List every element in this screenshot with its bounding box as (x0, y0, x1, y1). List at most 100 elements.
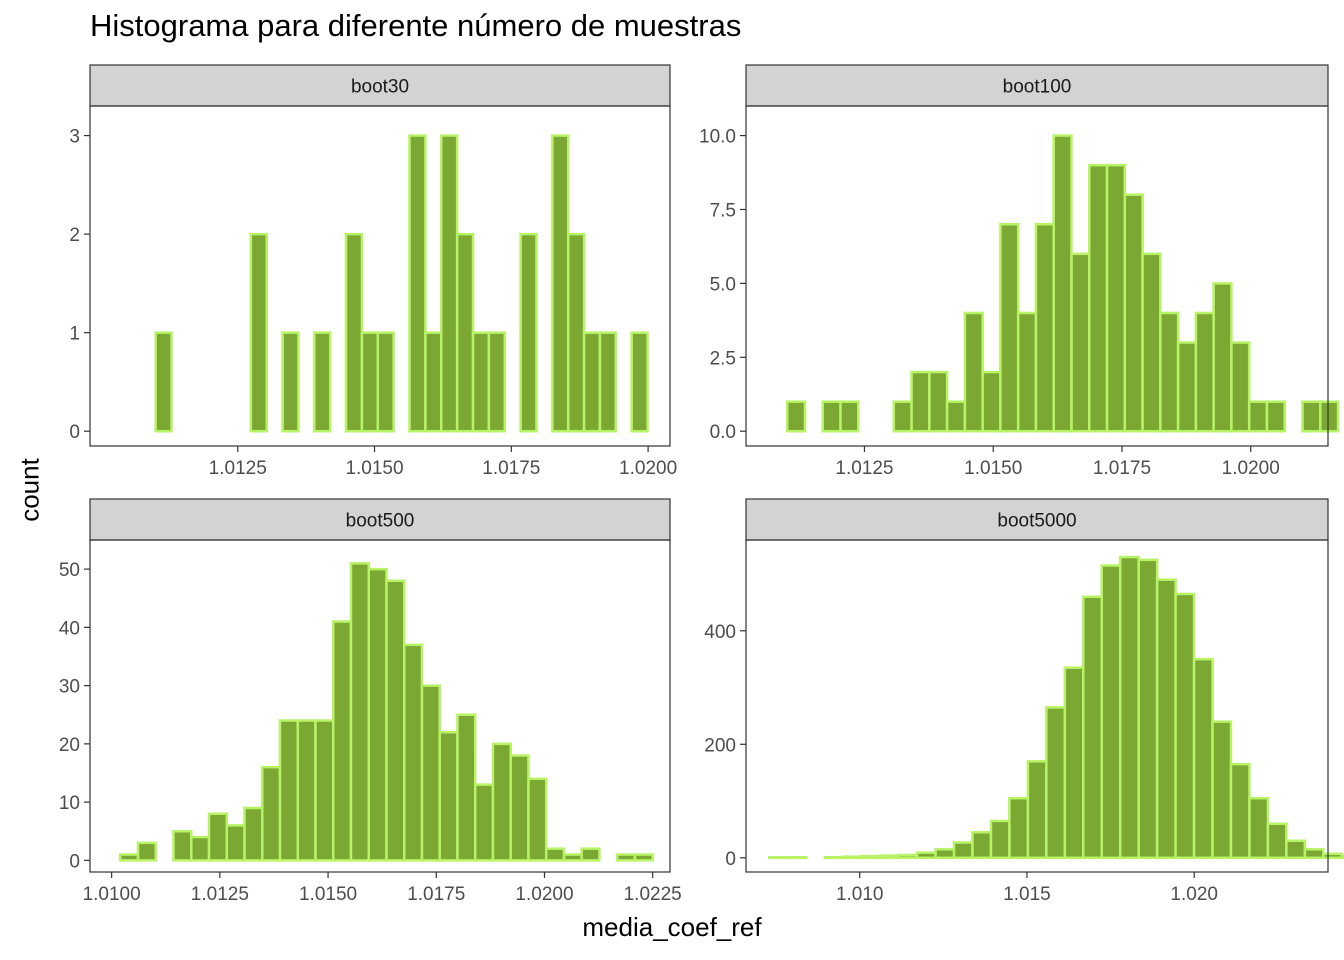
histogram-bar (1052, 134, 1073, 433)
histogram-bar (1118, 555, 1140, 860)
x-tick-label: 1.0200 (515, 884, 573, 905)
x-tick-label: 1.0100 (83, 884, 141, 905)
histogram-bar (1248, 796, 1270, 860)
x-tick-label: 1.0200 (619, 458, 677, 479)
histogram-bar (119, 853, 140, 862)
histogram-bar (1265, 400, 1286, 433)
strip-boot100 (745, 64, 1329, 107)
histogram-bar (376, 331, 395, 433)
histogram-bar (562, 853, 583, 862)
histogram-bar (1303, 848, 1325, 860)
panel-boot30: boot30 0 1 2 3 1.0125 1.0150 1.0175 1.0200 (69, 64, 677, 479)
histogram-bar (999, 223, 1020, 433)
histogram-bar (455, 232, 475, 433)
x-tick-label: 1.010 (836, 884, 884, 905)
y-tick-label: 0 (69, 851, 80, 872)
histogram-bar (281, 331, 300, 433)
histogram-bar (566, 232, 586, 433)
y-tick-label: 0 (69, 422, 80, 443)
y-tick-label: 0 (725, 849, 736, 870)
histogram-bar (952, 841, 974, 860)
panel-border (745, 539, 1329, 873)
histogram-bar (842, 855, 863, 860)
histogram-bar (367, 567, 388, 862)
chart-title: Histograma para diferente número de mues… (90, 8, 742, 43)
y-tick-label: 10 (59, 793, 80, 814)
histogram-bar (296, 719, 317, 862)
histogram-bar (424, 331, 443, 433)
histogram-bar (768, 855, 790, 860)
histogram-bar (243, 806, 264, 862)
histogram-bar (945, 400, 967, 433)
histogram-bar (544, 847, 566, 862)
histogram-bar (440, 134, 459, 433)
histogram-bar (207, 812, 229, 862)
panel-border (89, 105, 671, 447)
histogram-bar (1082, 595, 1104, 860)
histogram-bar (897, 853, 919, 860)
histogram-bar (981, 370, 1002, 433)
histogram-bar (1192, 657, 1214, 860)
strip-label-boot5000: boot5000 (997, 511, 1076, 532)
histogram-bar (821, 400, 842, 433)
histogram-bar (1137, 558, 1159, 860)
x-tick-label: 1.015 (1003, 884, 1051, 905)
histogram-bar (630, 331, 649, 433)
histogram-bar (154, 331, 173, 433)
histogram-bar (385, 579, 406, 862)
histogram-bar (278, 719, 300, 862)
x-tick-label: 1.0150 (299, 884, 357, 905)
histogram-bar (823, 855, 845, 860)
histogram-bar (971, 831, 993, 860)
histogram-bar (344, 232, 364, 433)
histogram-bar (190, 835, 211, 862)
histogram-bar (349, 562, 370, 862)
y-tick-label: 30 (59, 677, 80, 698)
histogram-bar (963, 311, 984, 433)
x-tick-label: 1.0225 (624, 884, 682, 905)
histogram-bar (915, 851, 937, 860)
histogram-bar (1155, 578, 1177, 860)
histogram-bar (408, 134, 427, 433)
x-axis-label: media_coef_ref (582, 912, 762, 942)
histogram-bar (1034, 223, 1055, 433)
y-tick-label: 400 (704, 622, 736, 643)
histogram-bar (261, 765, 282, 862)
histogram-bar (910, 370, 931, 433)
histogram-bar (519, 232, 538, 433)
histogram-bar (1100, 564, 1122, 860)
histogram-bar (934, 848, 956, 860)
histogram-bar (785, 400, 807, 433)
histogram-bar (582, 331, 602, 433)
histogram-bar (1176, 341, 1198, 433)
strip-label-boot100: boot100 (1003, 77, 1072, 98)
strip-label-boot500: boot500 (346, 511, 415, 532)
histogram-bar (1016, 311, 1038, 433)
histogram-bar (527, 777, 548, 862)
histogram-bar (249, 232, 268, 433)
histogram-bar (1247, 400, 1269, 433)
histogram-bar (598, 331, 618, 433)
histogram-bar (1301, 400, 1322, 433)
y-tick-label: 3 (69, 127, 80, 148)
histogram-bar (456, 713, 477, 862)
histogram-bar (314, 719, 335, 862)
histogram-bar (1230, 341, 1251, 433)
panel-border (89, 539, 671, 873)
histogram-bar (1070, 252, 1091, 433)
histogram-bar (839, 400, 860, 433)
x-tick-label: 1.0150 (345, 458, 403, 479)
histogram-bar (402, 643, 424, 862)
histogram-bar (420, 684, 441, 862)
histogram-bar (1194, 311, 1215, 433)
panel-boot100: boot100 0.0 2.5 5.0 7.5 10.0 1.0125 1.0150 1.017… (699, 64, 1340, 479)
histogram-bar (615, 853, 637, 862)
histogram-bar (1174, 592, 1196, 860)
histogram-bar (1266, 822, 1288, 860)
histogram-bar (473, 783, 495, 862)
y-tick-label: 200 (704, 735, 736, 756)
histogram-bar (860, 854, 882, 860)
strip-boot500 (89, 498, 671, 541)
histogram-bar (1340, 854, 1344, 860)
histogram-bar (491, 742, 512, 862)
